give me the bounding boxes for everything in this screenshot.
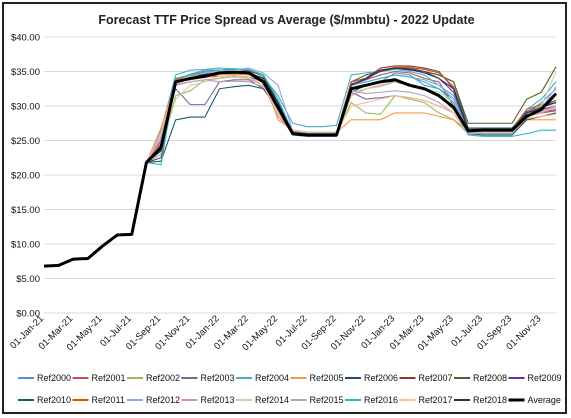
legend-label: Ref2010 (37, 395, 71, 405)
legend-label: Ref2018 (473, 395, 507, 405)
series-line-ref2006 (43, 67, 557, 267)
legend-label: Ref2000 (37, 373, 71, 383)
y-tick-label: $10.00 (11, 240, 40, 251)
legend-label: Average (528, 395, 561, 405)
legend-label: Ref2005 (310, 373, 344, 383)
legend-label: Ref2004 (255, 373, 289, 383)
series-line-ref2010 (43, 81, 557, 267)
legend-label: Ref2014 (255, 395, 289, 405)
legend-label: Ref2017 (419, 395, 453, 405)
y-tick-label: $25.00 (11, 136, 40, 147)
series-line-ref2017 (43, 75, 557, 267)
series-line-ref2000 (43, 68, 557, 267)
legend-label: Ref2013 (201, 395, 235, 405)
y-tick-label: $15.00 (11, 205, 40, 216)
series-line-ref2013 (43, 76, 557, 267)
series-line-ref2004 (43, 67, 557, 267)
chart-frame: Forecast TTF Price Spread vs Average ($/… (2, 2, 567, 414)
y-tick-label: $5.00 (16, 274, 40, 285)
series-line-average (43, 70, 558, 268)
series-line-ref2002 (43, 74, 557, 267)
chart-title: Forecast TTF Price Spread vs Average ($/… (98, 13, 475, 27)
legend-label: Ref2011 (92, 395, 125, 405)
series-line-ref2012 (43, 67, 557, 267)
legend-label: Ref2008 (473, 373, 507, 383)
legend-label: Ref2012 (146, 395, 180, 405)
series-line-ref2016 (43, 68, 556, 267)
legend-label: Ref2007 (419, 373, 453, 383)
series-line-ref2014 (43, 71, 557, 267)
y-tick-label: $0.00 (16, 309, 40, 320)
legend-label: Ref2009 (528, 373, 562, 383)
series-line-ref2018 (43, 67, 557, 267)
series-line-ref2015 (43, 79, 557, 267)
y-tick-label: $30.00 (11, 102, 40, 113)
legend-label: Ref2002 (146, 373, 180, 383)
legend-label: Ref2016 (364, 395, 398, 405)
series-line-ref2005 (43, 73, 556, 267)
legend-label: Ref2003 (201, 373, 235, 383)
legend-label: Ref2006 (364, 373, 398, 383)
series-line-ref2001 (43, 70, 557, 267)
legend-label: Ref2015 (310, 395, 344, 405)
series-line-ref2009 (43, 67, 557, 267)
y-tick-label: $40.00 (11, 33, 40, 44)
legend-label: Ref2001 (92, 373, 126, 383)
y-tick-label: $20.00 (11, 171, 40, 182)
y-tick-label: $35.00 (11, 67, 40, 78)
series-line-ref2003 (43, 79, 557, 267)
